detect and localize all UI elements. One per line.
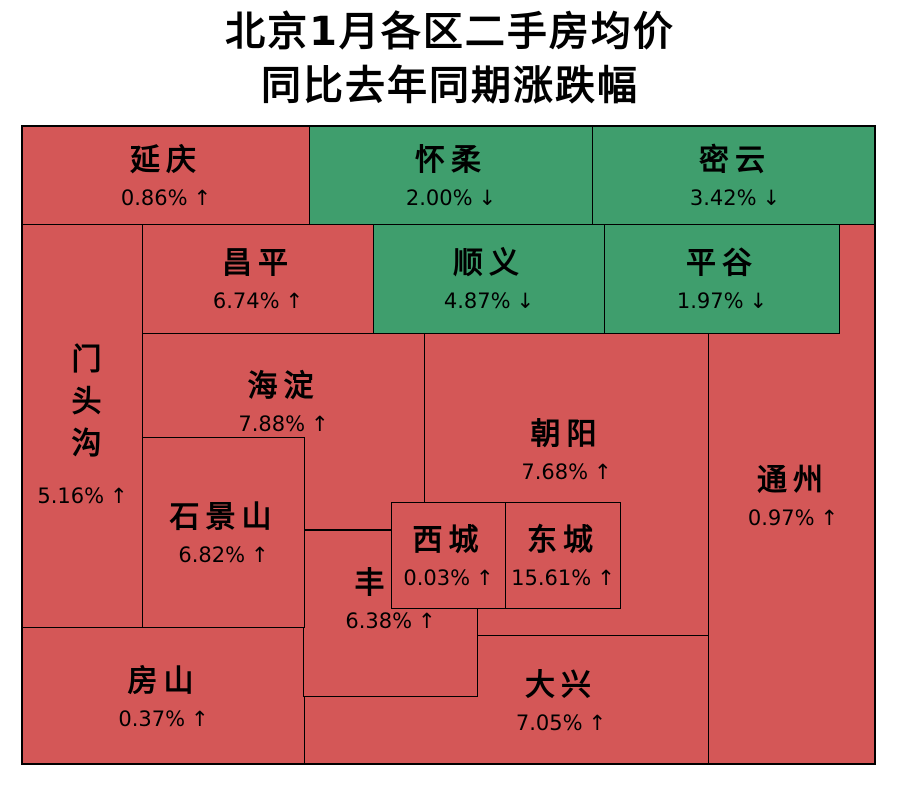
region-name: 石景山 xyxy=(169,499,278,535)
region-change: 0.37% ↑ xyxy=(118,706,208,732)
arrow-up-icon: ↑ xyxy=(820,505,839,530)
region-xicheng[interactable]: 西城 0.03% ↑ xyxy=(391,502,506,609)
change-value: 0.03% xyxy=(403,565,471,590)
change-value: 1.97% xyxy=(676,289,744,313)
region-pinggu[interactable]: 平谷 1.97% ↓ xyxy=(604,224,840,334)
region-mentougou[interactable]: 门头沟 5.16% ↑ xyxy=(23,224,143,628)
region-name: 平谷 xyxy=(686,246,758,281)
change-value: 7.68% xyxy=(521,459,589,484)
region-change: 3.42% ↓ xyxy=(690,185,780,211)
change-value: 3.42% xyxy=(689,185,757,210)
change-value: 7.05% xyxy=(515,711,583,735)
change-value: 5.16% xyxy=(37,484,105,508)
region-change: 0.97% ↑ xyxy=(748,505,838,531)
change-value: 2.00% xyxy=(405,185,473,210)
change-value: 0.97% xyxy=(747,505,815,530)
change-value: 4.87% xyxy=(443,289,511,313)
chart-title-line2: 同比去年同期涨跌幅 xyxy=(261,63,639,109)
arrow-up-icon: ↑ xyxy=(285,289,304,313)
arrow-up-icon: ↑ xyxy=(476,565,494,590)
region-name: 大兴 xyxy=(525,668,597,703)
arrow-up-icon: ↑ xyxy=(418,608,436,633)
arrow-down-icon: ↓ xyxy=(478,185,497,210)
arrow-up-icon: ↑ xyxy=(191,707,209,731)
region-miyun[interactable]: 密云 3.42% ↓ xyxy=(592,127,874,225)
change-value: 0.37% xyxy=(118,707,186,731)
region-change: 5.16% ↑ xyxy=(37,483,127,509)
region-name: 朝阳 xyxy=(530,416,603,452)
treemap: 大兴 7.05% ↑ 朝阳 7.68% ↑ 海淀 7.88% ↑ 通州 0.97% ↑ 延庆 0.86% ↑… xyxy=(21,125,876,765)
region-change: 6.74% ↑ xyxy=(213,288,303,314)
region-change: 7.68% ↑ xyxy=(521,459,611,485)
change-value: 6.38% xyxy=(345,608,413,633)
region-change: 0.86% ↑ xyxy=(121,185,211,211)
region-change: 6.38% ↑ xyxy=(345,608,435,634)
region-change: 4.87% ↓ xyxy=(444,288,534,314)
arrow-down-icon: ↓ xyxy=(516,289,535,313)
change-value: 0.86% xyxy=(120,185,188,210)
arrow-up-icon: ↑ xyxy=(594,459,612,484)
region-dongcheng[interactable]: 东城 15.61% ↑ xyxy=(505,502,621,609)
arrow-down-icon: ↓ xyxy=(749,289,768,313)
region-shijingshan[interactable]: 石景山 6.82% ↑ xyxy=(142,437,305,628)
change-value: 7.88% xyxy=(238,411,306,436)
region-name: 房山 xyxy=(127,664,200,699)
arrow-up-icon: ↑ xyxy=(110,484,128,508)
region-name: 密云 xyxy=(699,142,771,178)
change-value: 15.61% xyxy=(511,565,592,590)
arrow-up-icon: ↑ xyxy=(251,542,269,567)
region-name: 海淀 xyxy=(247,368,320,404)
region-name: 东城 xyxy=(527,522,599,558)
region-change: 7.88% ↑ xyxy=(238,411,328,437)
arrow-up-icon: ↑ xyxy=(588,711,607,735)
change-value: 6.82% xyxy=(178,542,246,567)
region-change: 2.00% ↓ xyxy=(406,185,496,211)
region-change: 1.97% ↓ xyxy=(677,288,767,314)
region-fangshan[interactable]: 房山 0.37% ↑ xyxy=(23,627,305,763)
arrow-up-icon: ↑ xyxy=(311,411,329,436)
region-changping[interactable]: 昌平 6.74% ↑ xyxy=(142,224,374,334)
chart-title-line1: 北京1月各区二手房均价 xyxy=(225,9,675,55)
region-name: 顺义 xyxy=(453,246,525,281)
region-shunyi[interactable]: 顺义 4.87% ↓ xyxy=(373,224,605,334)
region-name: 门头沟 xyxy=(65,343,101,469)
region-name: 通州 xyxy=(757,462,829,498)
region-name: 昌平 xyxy=(222,246,294,281)
region-name: 西城 xyxy=(412,522,485,558)
region-change: 15.61% ↑ xyxy=(511,565,615,591)
region-yanqing[interactable]: 延庆 0.86% ↑ xyxy=(23,127,310,225)
change-value: 6.74% xyxy=(212,289,280,313)
region-name: 怀柔 xyxy=(415,142,487,178)
region-huairou[interactable]: 怀柔 2.00% ↓ xyxy=(309,127,593,225)
arrow-up-icon: ↑ xyxy=(597,565,615,590)
arrow-up-icon: ↑ xyxy=(193,185,212,210)
arrow-down-icon: ↓ xyxy=(762,185,781,210)
region-change: 6.82% ↑ xyxy=(178,542,268,568)
region-change: 0.03% ↑ xyxy=(403,565,493,591)
region-change: 7.05% ↑ xyxy=(516,710,606,736)
region-name: 延庆 xyxy=(130,142,202,178)
